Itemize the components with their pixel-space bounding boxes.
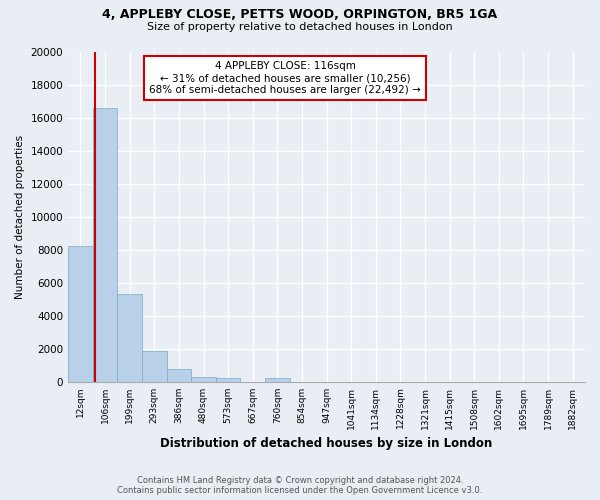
- Bar: [191, 377, 216, 382]
- Bar: [216, 378, 241, 382]
- Bar: [93, 108, 118, 382]
- Bar: [265, 378, 290, 382]
- Y-axis label: Number of detached properties: Number of detached properties: [15, 134, 25, 298]
- Bar: [142, 351, 167, 382]
- Bar: [118, 294, 142, 382]
- Bar: [68, 246, 93, 382]
- Text: 4 APPLEBY CLOSE: 116sqm
← 31% of detached houses are smaller (10,256)
68% of sem: 4 APPLEBY CLOSE: 116sqm ← 31% of detache…: [149, 62, 421, 94]
- Text: 4, APPLEBY CLOSE, PETTS WOOD, ORPINGTON, BR5 1GA: 4, APPLEBY CLOSE, PETTS WOOD, ORPINGTON,…: [103, 8, 497, 20]
- Bar: [167, 370, 191, 382]
- Text: Contains HM Land Registry data © Crown copyright and database right 2024.
Contai: Contains HM Land Registry data © Crown c…: [118, 476, 482, 495]
- X-axis label: Distribution of detached houses by size in London: Distribution of detached houses by size …: [160, 437, 493, 450]
- Text: Size of property relative to detached houses in London: Size of property relative to detached ho…: [147, 22, 453, 32]
